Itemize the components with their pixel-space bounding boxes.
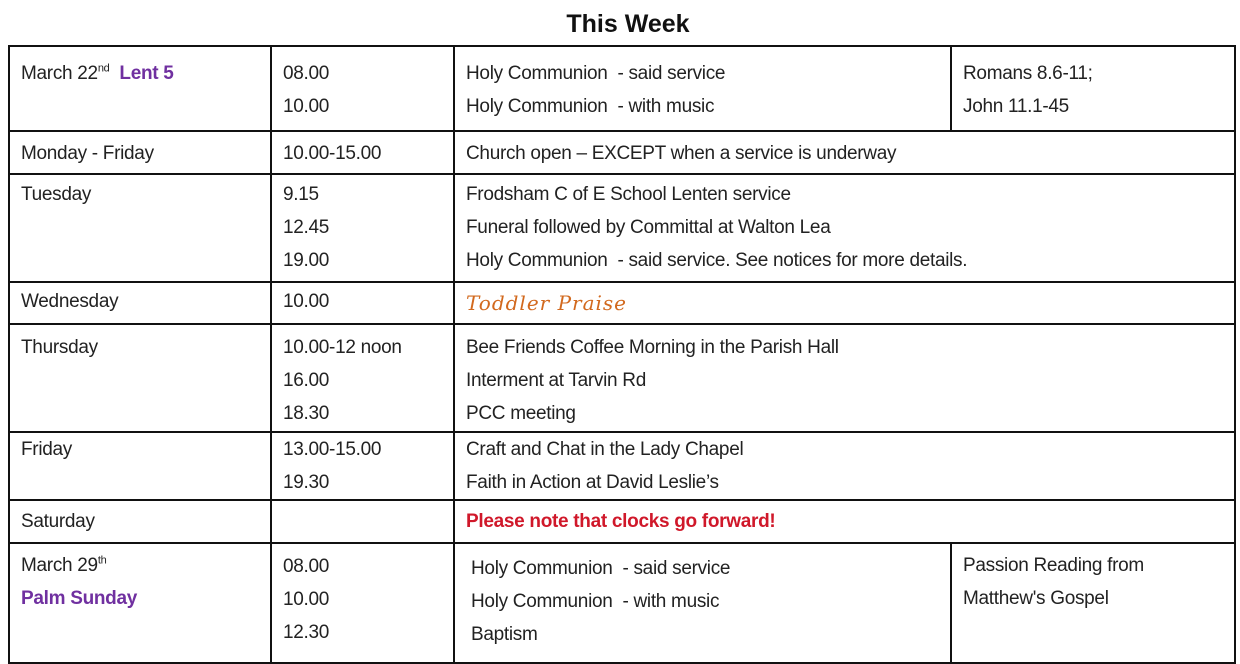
- event: Bee Friends Coffee Morning in the Parish…: [466, 337, 839, 358]
- day-cell: Wednesday: [8, 281, 272, 325]
- reading: John 11.1-45: [963, 96, 1069, 117]
- date-suffix: th: [97, 554, 107, 567]
- time: 08.00: [283, 63, 330, 84]
- table-row: Thursday 10.00-12 noon 16.00 18.30 Bee Fri…: [8, 323, 1236, 433]
- event-cell: Frodsham C of E School Lenten service Fun…: [453, 173, 1236, 283]
- table-row: Saturday Please note that clocks go forw…: [8, 499, 1236, 544]
- time: 19.30: [283, 472, 330, 493]
- table-row: Friday 13.00-15.00 19.30 Craft and Chat i…: [8, 431, 1236, 501]
- event: Frodsham C of E School Lenten service: [466, 184, 791, 205]
- event: Faith in Action at David Leslie’s: [466, 472, 719, 493]
- event: Interment at Tarvin Rd: [466, 370, 646, 391]
- day-cell: Friday: [8, 431, 272, 501]
- event: Craft and Chat in the Lady Chapel: [466, 439, 744, 460]
- time: 19.00: [283, 250, 330, 271]
- toddler-praise-label: Toddler Praise: [466, 291, 628, 315]
- time: 10.00: [283, 96, 330, 117]
- event-cell: Holy Communion - said service Holy Commun…: [453, 542, 952, 664]
- readings-cell: Romans 8.6-11; John 11.1-45: [950, 45, 1236, 132]
- schedule-table: March 22nd Lent 5 08.00 10.00 Holy Commun…: [8, 45, 1236, 664]
- reading: Passion Reading from: [963, 555, 1144, 576]
- event: Holy Communion - with music: [466, 96, 715, 117]
- reading: Matthew's Gospel: [963, 588, 1109, 609]
- day-cell: March 22nd Lent 5: [8, 45, 272, 132]
- day-cell: Thursday: [8, 323, 272, 433]
- clocks-notice: Please note that clocks go forward!: [466, 511, 776, 532]
- liturgical-day: Palm Sunday: [21, 588, 138, 609]
- time-cell: 13.00-15.00 19.30: [270, 431, 455, 501]
- time: 16.00: [283, 370, 330, 391]
- event-cell: Please note that clocks go forward!: [453, 499, 1236, 544]
- time: 10.00: [283, 589, 330, 610]
- date: March 22: [21, 63, 98, 84]
- time-cell: 08.00 10.00: [270, 45, 455, 132]
- day-cell: Tuesday: [8, 173, 272, 283]
- day-cell: Monday - Friday: [8, 130, 272, 175]
- table-row: March 22nd Lent 5 08.00 10.00 Holy Commun…: [8, 45, 1236, 132]
- event: Holy Communion - said service: [471, 558, 731, 579]
- time: 18.30: [283, 403, 330, 424]
- liturgical-day: Lent 5: [119, 63, 174, 84]
- time-cell: 10.00-12 noon 16.00 18.30: [270, 323, 455, 433]
- time-cell: 9.15 12.45 19.00: [270, 173, 455, 283]
- event: Funeral followed by Committal at Walton …: [466, 217, 831, 238]
- table-row: Monday - Friday 10.00-15.00 Church open …: [8, 130, 1236, 175]
- time: 9.15: [283, 184, 319, 205]
- time: 10.00-12 noon: [283, 337, 402, 358]
- event-cell: Bee Friends Coffee Morning in the Parish…: [453, 323, 1236, 433]
- day-cell: Saturday: [8, 499, 272, 544]
- table-row: Wednesday 10.00 Toddler Praise: [8, 281, 1236, 325]
- time-cell: 10.00-15.00: [270, 130, 455, 175]
- event: PCC meeting: [466, 403, 576, 424]
- time: 12.30: [283, 622, 330, 643]
- event-cell: Toddler Praise: [453, 281, 1236, 325]
- reading: Romans 8.6-11;: [963, 63, 1093, 84]
- table-row: Tuesday 9.15 12.45 19.00 Frodsham C of E S…: [8, 173, 1236, 283]
- table-row: March 29th Palm Sunday 08.00 10.00 12.30 Ho…: [8, 542, 1236, 664]
- time-cell: [270, 499, 455, 544]
- time: 13.00-15.00: [283, 439, 382, 460]
- event: Holy Communion - said service: [466, 63, 726, 84]
- date: March 29: [21, 555, 98, 576]
- readings-cell: Passion Reading from Matthew's Gospel: [950, 542, 1236, 664]
- event-cell: Holy Communion - said service Holy Commun…: [453, 45, 952, 132]
- event-cell: Church open – EXCEPT when a service is u…: [453, 130, 1236, 175]
- day-cell: March 29th Palm Sunday: [8, 542, 272, 664]
- event: Holy Communion - with music: [471, 591, 720, 612]
- time-cell: 08.00 10.00 12.30: [270, 542, 455, 664]
- page-title: This Week: [566, 10, 690, 38]
- time-cell: 10.00: [270, 281, 455, 325]
- event: Baptism: [471, 624, 538, 645]
- event-cell: Craft and Chat in the Lady Chapel Faith i…: [453, 431, 1236, 501]
- time: 12.45: [283, 217, 330, 238]
- date-suffix: nd: [97, 62, 110, 75]
- event: Holy Communion - said service. See notic…: [466, 250, 968, 271]
- time: 08.00: [283, 556, 330, 577]
